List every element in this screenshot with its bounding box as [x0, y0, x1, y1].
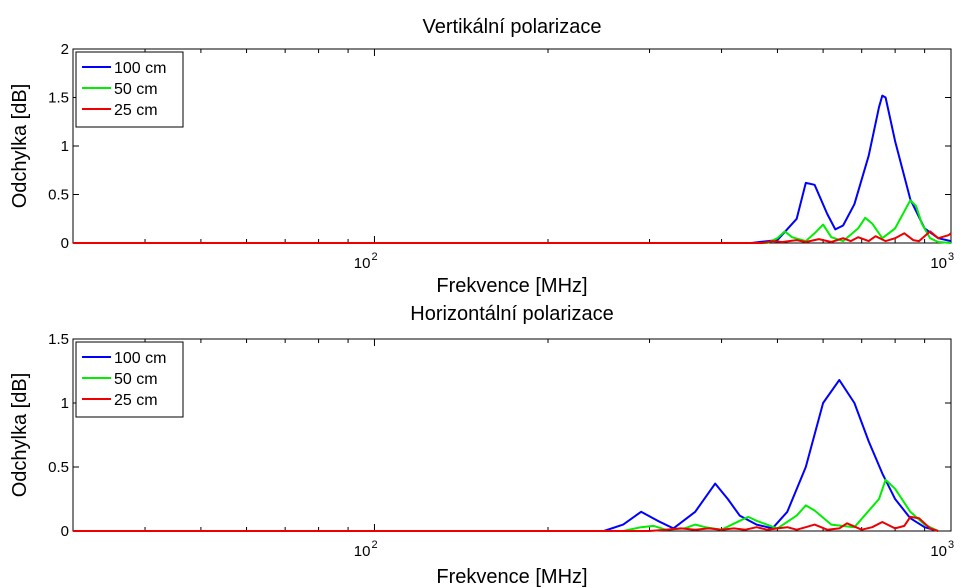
y-tick-label: 0.5	[48, 187, 69, 204]
chart-2: Horizontální polarizace Frekvence [MHz] Od…	[9, 303, 954, 588]
x-tick-label-base: 10	[354, 255, 371, 272]
chart-title: Vertikální polarizace	[423, 16, 602, 38]
x-tick-label-base: 10	[930, 543, 947, 560]
legend-box	[75, 51, 184, 128]
x-tick-label-exponent: 3	[948, 251, 954, 263]
x-tick-label-base: 10	[354, 543, 371, 560]
x-tick-label-exponent: 2	[371, 539, 377, 551]
x-tick-label-exponent: 3	[948, 539, 954, 551]
legend-label: 25 cm	[114, 102, 158, 119]
series-line-25-cm	[73, 230, 952, 244]
legend: 100 cm 50 cm 25 cm	[75, 341, 184, 418]
y-tick-label: 0	[61, 523, 69, 540]
y-tick-label: 1	[61, 395, 69, 412]
x-axis-label: Frekvence [MHz]	[436, 566, 587, 588]
plot-area	[72, 48, 952, 244]
y-tick-label: 1.5	[48, 90, 69, 107]
y-axis-label: Odchylka [dB]	[9, 373, 31, 498]
y-axis-label: Odchylka [dB]	[9, 84, 31, 209]
series-line-50-cm	[73, 199, 952, 244]
legend-box	[75, 341, 184, 418]
legend-label: 100 cm	[114, 350, 166, 367]
y-tick-label: 2	[61, 41, 69, 58]
x-tick-label-base: 10	[930, 255, 947, 272]
legend-label: 50 cm	[114, 371, 158, 388]
y-tick-label: 0	[61, 235, 69, 252]
x-tick-label-exponent: 2	[371, 251, 377, 263]
x-axis-label: Frekvence [MHz]	[436, 275, 587, 297]
chart-title: Horizontální polarizace	[410, 303, 613, 325]
legend-label: 100 cm	[114, 60, 166, 77]
plot-area	[72, 338, 952, 532]
legend-label: 50 cm	[114, 81, 158, 98]
legend: 100 cm 50 cm 25 cm	[75, 51, 184, 128]
legend-label: 25 cm	[114, 392, 158, 409]
y-tick-label: 1.5	[48, 331, 69, 348]
series-line-25-cm	[73, 515, 939, 532]
chart-1: Vertikální polarizace Frekvence [MHz] Odch…	[9, 16, 954, 297]
y-tick-label: 0.5	[48, 459, 69, 476]
y-tick-label: 1	[61, 138, 69, 155]
